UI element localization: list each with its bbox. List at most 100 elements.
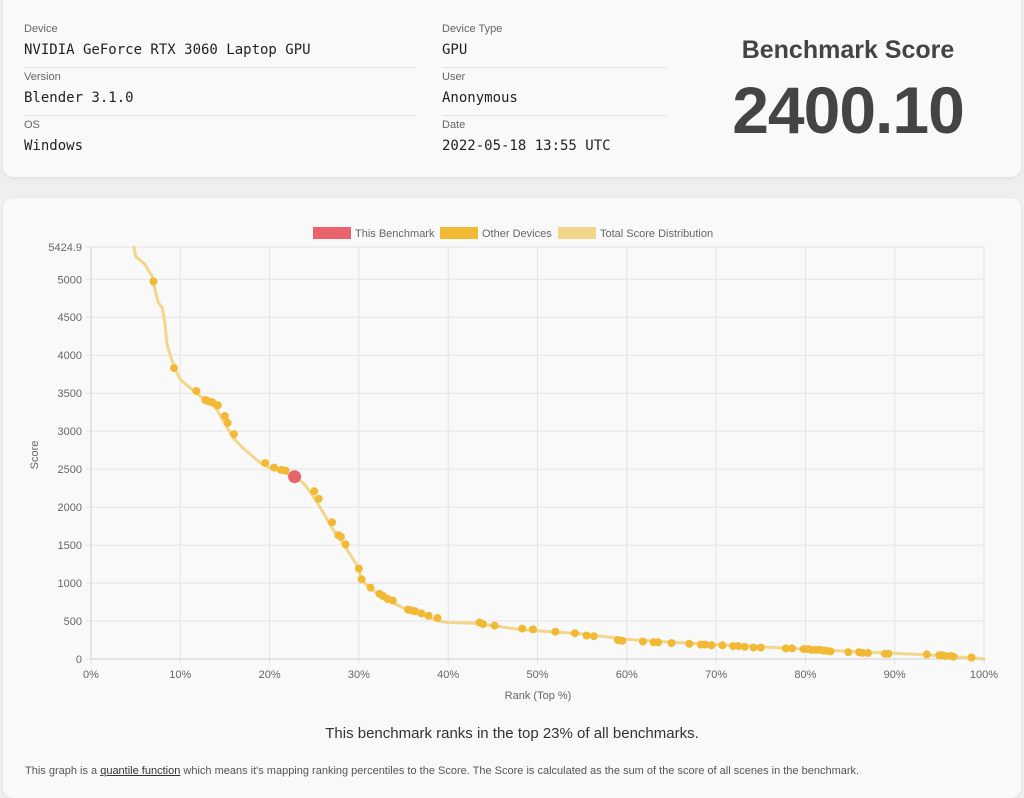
device-type-label: Device Type bbox=[442, 23, 503, 35]
other-device-point[interactable] bbox=[654, 638, 663, 647]
legend-swatch bbox=[313, 227, 351, 239]
other-device-point[interactable] bbox=[310, 487, 319, 496]
device-type-value: GPU bbox=[442, 42, 468, 58]
y-tick-label: 2000 bbox=[58, 502, 82, 514]
other-device-point[interactable] bbox=[281, 466, 290, 475]
other-device-point[interactable] bbox=[490, 621, 499, 630]
other-device-point[interactable] bbox=[479, 620, 487, 629]
legend-label: This Benchmark bbox=[355, 228, 435, 240]
other-device-point[interactable] bbox=[223, 418, 232, 427]
other-device-point[interactable] bbox=[261, 459, 270, 468]
y-tick-label: 5424.9 bbox=[48, 242, 82, 254]
os-value: Windows bbox=[24, 138, 84, 154]
other-device-point[interactable] bbox=[749, 643, 758, 652]
other-device-point[interactable] bbox=[685, 639, 694, 648]
user-field: User Anonymous bbox=[442, 70, 666, 116]
chart-legend[interactable]: This Benchmark Other Devices Total Score D… bbox=[313, 227, 713, 240]
legend-item[interactable]: Total Score Distribution bbox=[558, 227, 713, 240]
legend-item[interactable]: This Benchmark bbox=[313, 227, 435, 240]
other-device-point[interactable] bbox=[433, 614, 442, 622]
footnote-before: This graph is a bbox=[25, 765, 101, 777]
other-device-point[interactable] bbox=[718, 641, 727, 650]
other-device-point[interactable] bbox=[357, 575, 366, 584]
date-value: 2022-05-18 13:55 UTC bbox=[442, 138, 611, 154]
legend-label: Total Score Distribution bbox=[600, 228, 713, 240]
x-tick-label: 20% bbox=[259, 669, 281, 681]
other-device-point[interactable] bbox=[740, 642, 749, 651]
x-tick-label: 50% bbox=[526, 669, 548, 681]
y-tick-label: 1000 bbox=[58, 578, 82, 590]
other-device-point[interactable] bbox=[551, 627, 560, 636]
user-value: Anonymous bbox=[442, 90, 518, 106]
other-device-point[interactable] bbox=[192, 386, 201, 395]
other-device-point[interactable] bbox=[949, 652, 958, 661]
version-value: Blender 3.1.0 bbox=[24, 90, 134, 106]
other-device-point[interactable] bbox=[529, 625, 537, 634]
rank-summary: This benchmark ranks in the top 23% of a… bbox=[325, 725, 699, 742]
other-device-point[interactable] bbox=[220, 412, 229, 420]
other-device-point[interactable] bbox=[411, 607, 420, 616]
date-label: Date bbox=[442, 119, 466, 131]
other-device-point[interactable] bbox=[170, 364, 178, 373]
x-tick-label: 80% bbox=[794, 669, 816, 681]
other-device-point[interactable] bbox=[788, 644, 796, 653]
other-device-point[interactable] bbox=[638, 637, 647, 646]
other-device-point[interactable] bbox=[229, 430, 238, 439]
other-device-point[interactable] bbox=[571, 629, 579, 638]
other-device-point[interactable] bbox=[863, 648, 872, 657]
other-device-point[interactable] bbox=[149, 277, 158, 286]
other-device-point[interactable] bbox=[582, 631, 591, 640]
other-devices-series bbox=[149, 277, 976, 662]
y-tick-label: 2500 bbox=[58, 464, 82, 476]
other-device-point[interactable] bbox=[701, 640, 710, 649]
benchmark-score-value: 2400.10 bbox=[732, 73, 965, 147]
other-device-point[interactable] bbox=[922, 650, 931, 659]
user-label: User bbox=[442, 71, 466, 83]
other-device-point[interactable] bbox=[618, 636, 627, 645]
other-device-point[interactable] bbox=[781, 644, 790, 653]
y-tick-label: 3500 bbox=[58, 388, 82, 400]
device-value: NVIDIA GeForce RTX 3060 Laptop GPU bbox=[24, 42, 311, 58]
x-tick-label: 10% bbox=[169, 669, 191, 681]
other-device-point[interactable] bbox=[518, 624, 527, 633]
other-device-point[interactable] bbox=[424, 611, 433, 620]
quantile-function-link[interactable]: quantile function bbox=[100, 765, 181, 777]
other-device-point[interactable] bbox=[884, 649, 893, 658]
other-device-point[interactable] bbox=[213, 401, 222, 410]
other-device-point[interactable] bbox=[341, 540, 350, 549]
other-device-point[interactable] bbox=[388, 596, 397, 605]
other-device-point[interactable] bbox=[314, 494, 323, 503]
this-benchmark-point[interactable] bbox=[288, 470, 302, 484]
other-device-point[interactable] bbox=[417, 609, 426, 618]
y-axis-label: Score bbox=[29, 441, 41, 470]
y-tick-label: 5000 bbox=[58, 274, 82, 286]
other-device-point[interactable] bbox=[328, 518, 337, 527]
other-device-point[interactable] bbox=[734, 642, 743, 651]
legend-item[interactable]: Other Devices bbox=[440, 227, 552, 240]
other-device-point[interactable] bbox=[707, 641, 716, 650]
os-label: OS bbox=[24, 119, 40, 131]
chart-footnote: This graph is a quantile function which … bbox=[25, 765, 1005, 777]
chart-axes: 0% 10% 20% 30% 40% 50% 60% 70% 80% 90% 100% 0 500 100… bbox=[48, 242, 998, 681]
y-tick-label: 3000 bbox=[58, 426, 82, 438]
other-device-point[interactable] bbox=[354, 564, 363, 573]
other-device-point[interactable] bbox=[337, 532, 345, 541]
y-tick-label: 500 bbox=[64, 616, 82, 628]
x-tick-label: 0% bbox=[83, 669, 99, 681]
other-device-point[interactable] bbox=[844, 648, 853, 657]
date-field: Date 2022-05-18 13:55 UTC bbox=[442, 118, 666, 154]
x-tick-label: 100% bbox=[970, 669, 998, 681]
other-device-point[interactable] bbox=[270, 463, 279, 472]
other-device-point[interactable] bbox=[667, 639, 676, 648]
other-device-point[interactable] bbox=[756, 643, 765, 652]
footnote-after: which means it's mapping ranking percent… bbox=[180, 765, 860, 777]
chart-grid bbox=[86, 246, 985, 664]
device-type-field: Device Type GPU bbox=[442, 22, 666, 68]
other-device-point[interactable] bbox=[366, 583, 375, 592]
other-device-point[interactable] bbox=[967, 653, 976, 662]
x-tick-label: 40% bbox=[437, 669, 459, 681]
version-field: Version Blender 3.1.0 bbox=[24, 70, 416, 116]
other-device-point[interactable] bbox=[589, 632, 598, 641]
other-device-point[interactable] bbox=[826, 647, 835, 656]
